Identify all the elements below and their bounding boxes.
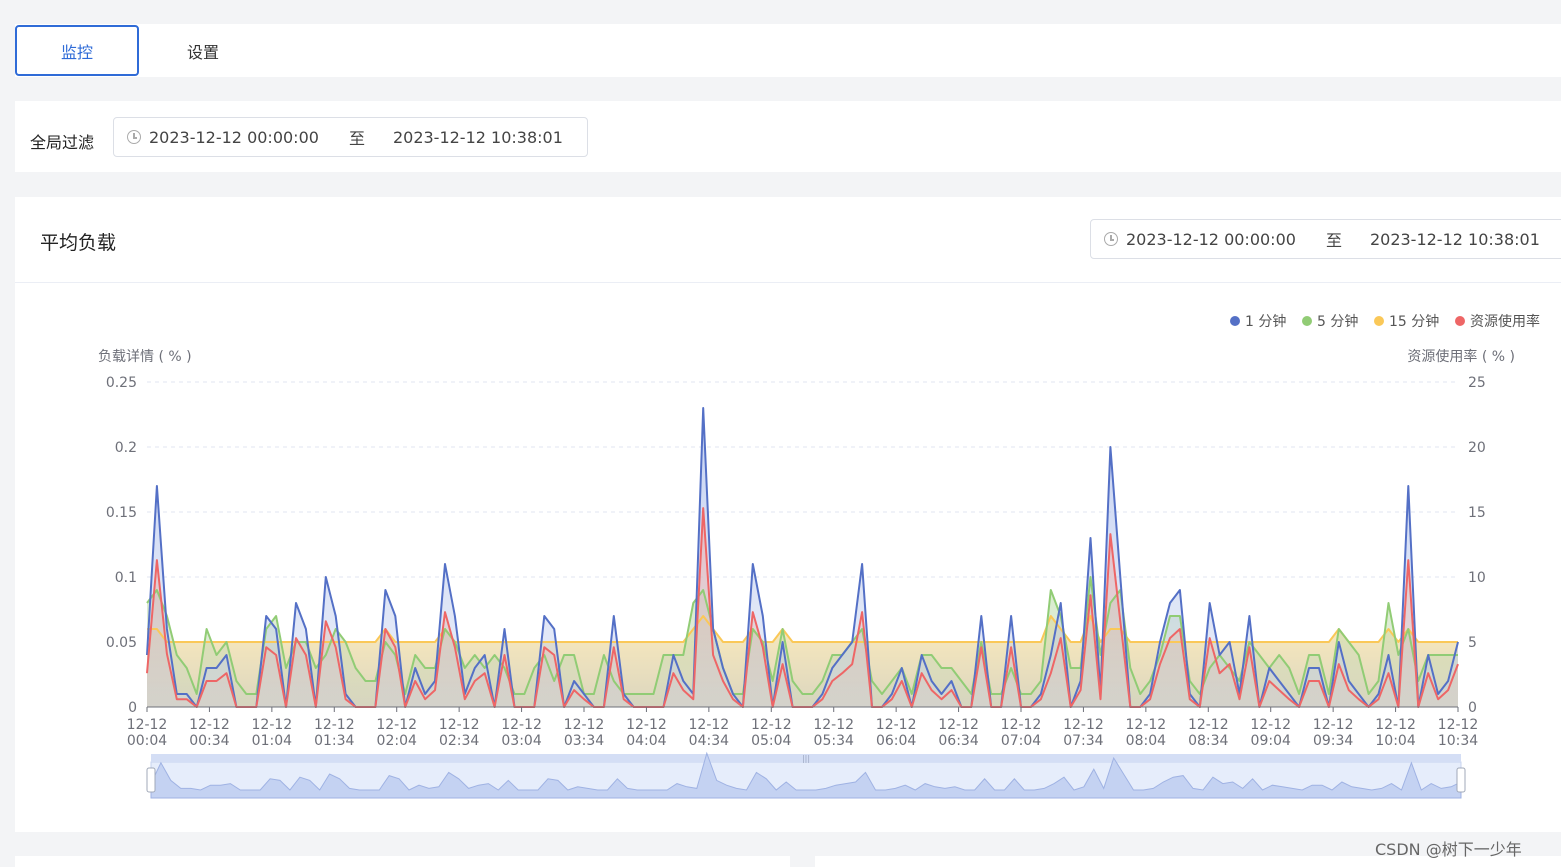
y-tick-label: 0.2 bbox=[115, 440, 137, 456]
legend-label: 资源使用率 bbox=[1470, 313, 1540, 330]
x-tick-label: 12-12 bbox=[501, 717, 542, 733]
zoom-slider-preview bbox=[150, 751, 1462, 799]
x-tick-label: 03:04 bbox=[501, 733, 541, 749]
series-5min-line bbox=[146, 576, 1458, 695]
x-tick-label: 00:34 bbox=[189, 733, 229, 749]
watermark: CSDN @树下一少年 bbox=[1375, 840, 1522, 859]
x-tick-label: 06:34 bbox=[938, 733, 978, 749]
x-tick-label: 01:04 bbox=[252, 733, 292, 749]
x-tick-label: 12-12 bbox=[1375, 717, 1416, 733]
global-date-range-picker[interactable]: 2023-12-12 00:00:00 至 2023-12-12 10:38:0… bbox=[113, 117, 588, 157]
x-tick-label: 10:34 bbox=[1438, 733, 1478, 749]
panel-start-date[interactable]: 2023-12-12 00:00:00 bbox=[1126, 229, 1296, 249]
tab-monitor[interactable]: 监控 bbox=[15, 25, 139, 76]
y-tick-label: 0.05 bbox=[106, 635, 137, 651]
tab-settings[interactable]: 设置 bbox=[186, 42, 219, 62]
x-tick-label: 12-12 bbox=[1126, 717, 1167, 733]
x-tick-label: 12-12 bbox=[127, 717, 168, 733]
y-tick-label: 0.25 bbox=[106, 375, 137, 391]
x-tick-label: 10:04 bbox=[1375, 733, 1415, 749]
y-tick-label: 0.15 bbox=[106, 505, 137, 521]
x-tick-label: 12-12 bbox=[938, 717, 979, 733]
x-tick-label: 00:04 bbox=[127, 733, 167, 749]
range-separator: 至 bbox=[348, 129, 365, 148]
x-tick-label: 07:34 bbox=[1063, 733, 1103, 749]
panel-date-range-picker[interactable]: 2023-12-12 00:00:00 至 2023-12-12 10:38:0… bbox=[1090, 219, 1561, 259]
legend-label: 5 分钟 bbox=[1317, 313, 1358, 330]
panel-end-date[interactable]: 2023-12-12 10:38:01 bbox=[1369, 229, 1540, 249]
x-tick-label: 08:34 bbox=[1188, 733, 1228, 749]
x-tick-label: 05:04 bbox=[751, 733, 791, 749]
x-tick-label: 12-12 bbox=[689, 717, 730, 733]
y2-axis-title: 资源使用率 ( % ) bbox=[1407, 348, 1515, 365]
zoom-grip-icon: ||| bbox=[802, 754, 810, 763]
panel-header: 平均负载 2023-12-12 00:00:00 至 2023-12-12 10… bbox=[15, 197, 1561, 283]
x-tick-label: 12-12 bbox=[189, 717, 230, 733]
x-tick-label: 12-12 bbox=[376, 717, 417, 733]
panel-title: 平均负载 bbox=[40, 232, 117, 254]
x-tick-label: 06:04 bbox=[876, 733, 916, 749]
x-tick-label: 12-12 bbox=[564, 717, 605, 733]
y-tick-label: 0.1 bbox=[115, 570, 137, 586]
x-tick-label: 12-12 bbox=[314, 717, 355, 733]
y2-tick-label: 25 bbox=[1468, 375, 1486, 391]
x-tick-label: 04:04 bbox=[626, 733, 666, 749]
x-tick-label: 12-12 bbox=[1001, 717, 1042, 733]
x-tick-label: 04:34 bbox=[689, 733, 729, 749]
y2-tick-label: 15 bbox=[1468, 505, 1486, 521]
x-tick-label: 03:34 bbox=[564, 733, 604, 749]
x-tick-label: 12-12 bbox=[813, 717, 854, 733]
x-tick-label: 02:34 bbox=[439, 733, 479, 749]
x-tick-label: 12-12 bbox=[876, 717, 917, 733]
x-tick-label: 12-12 bbox=[1438, 717, 1479, 733]
load-chart[interactable]: 0 0.05 0.1 0.15 0.2 0.25 0 5 10 15 20 25 负载详情 ( % ) 资… bbox=[0, 0, 1561, 830]
x-tick-label: 09:04 bbox=[1251, 733, 1291, 749]
x-tick-label: 12-12 bbox=[1063, 717, 1104, 733]
x-tick-label: 12-12 bbox=[751, 717, 792, 733]
x-tick-label: 05:34 bbox=[814, 733, 854, 749]
range-separator: 至 bbox=[1325, 231, 1342, 250]
zoom-slider-bar bbox=[151, 754, 1461, 762]
global-start-date[interactable]: 2023-12-12 00:00:00 bbox=[149, 127, 319, 147]
legend-label: 1 分钟 bbox=[1245, 313, 1286, 330]
legend-label: 15 分钟 bbox=[1389, 313, 1439, 330]
tabs-bar: 监控 设置 bbox=[15, 24, 1561, 77]
legend-marker bbox=[1374, 316, 1384, 326]
legend-marker bbox=[1302, 316, 1312, 326]
load-panel: 平均负载 2023-12-12 00:00:00 至 2023-12-12 10… bbox=[15, 197, 1561, 832]
global-end-date[interactable]: 2023-12-12 10:38:01 bbox=[392, 127, 563, 147]
x-tick-label: 07:04 bbox=[1001, 733, 1041, 749]
x-tick-label: 12-12 bbox=[1188, 717, 1229, 733]
zoom-handle-left[interactable] bbox=[146, 767, 156, 793]
x-tick-label: 12-12 bbox=[1313, 717, 1354, 733]
y2-tick-label: 10 bbox=[1468, 570, 1486, 586]
y2-tick-label: 5 bbox=[1468, 635, 1477, 651]
x-tick-label: 02:04 bbox=[377, 733, 417, 749]
x-tick-label: 12-12 bbox=[439, 717, 480, 733]
x-tick-label: 12-12 bbox=[252, 717, 293, 733]
series-resource-usage-area bbox=[147, 508, 1458, 707]
x-tick-label: 12-12 bbox=[626, 717, 667, 733]
global-filter-label: 全局过滤 bbox=[30, 133, 95, 152]
bottom-card-left bbox=[15, 856, 790, 867]
clock-icon bbox=[127, 130, 141, 144]
y2-tick-label: 0 bbox=[1468, 700, 1477, 716]
x-tick-label: 12-12 bbox=[1250, 717, 1291, 733]
global-filter-bar: 全局过滤 2023-12-12 00:00:00 至 2023-12-12 10… bbox=[15, 101, 1561, 172]
y2-tick-label: 20 bbox=[1468, 440, 1486, 456]
x-tick-label: 01:34 bbox=[314, 733, 354, 749]
bottom-card-right bbox=[815, 856, 1561, 867]
zoom-handle-right[interactable] bbox=[1456, 767, 1466, 793]
legend-marker bbox=[1455, 316, 1465, 326]
legend-marker bbox=[1230, 316, 1240, 326]
x-tick-label: 08:04 bbox=[1126, 733, 1166, 749]
clock-icon bbox=[1104, 232, 1118, 246]
y-tick-label: 0 bbox=[128, 700, 137, 716]
x-tick-label: 09:34 bbox=[1313, 733, 1353, 749]
series-15min-line bbox=[147, 615, 1458, 643]
y-axis-title: 负载详情 ( % ) bbox=[98, 349, 192, 365]
